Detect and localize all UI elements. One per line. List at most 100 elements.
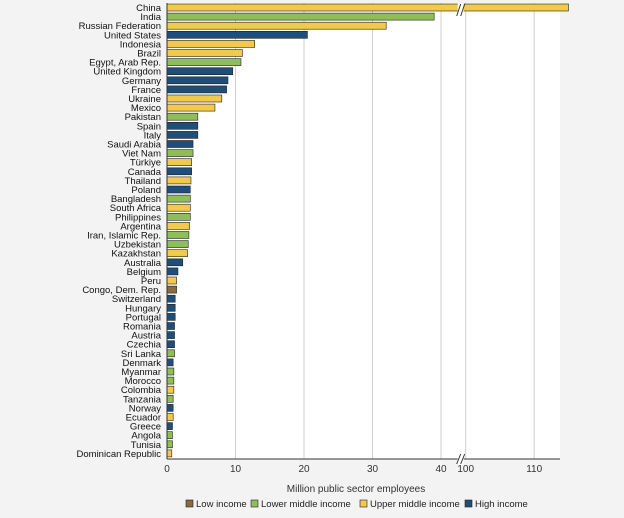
category-label: South Africa	[110, 203, 162, 214]
bar	[166, 331, 175, 339]
category-label: Morocco	[125, 376, 161, 387]
bar	[166, 140, 194, 148]
bar	[166, 213, 191, 221]
bar	[166, 376, 175, 385]
category-label: Sri Lanka	[121, 349, 162, 360]
bar	[166, 158, 192, 166]
x-tick-label: 110	[526, 464, 542, 475]
legend-label: High income	[475, 499, 528, 510]
bar	[166, 40, 255, 48]
x-tick-label: 0	[164, 464, 170, 475]
category-label: Argentina	[120, 221, 161, 232]
bar	[166, 422, 173, 430]
category-label: Russian Federation	[79, 21, 161, 32]
x-axis: 0 10 20 30 40 100 110	[164, 3, 560, 475]
category-label: Angola	[131, 431, 161, 442]
bar	[166, 85, 227, 94]
legend: Low income Lower middle income Upper middl…	[185, 499, 528, 510]
legend-swatch	[250, 499, 259, 508]
legend-item: High income	[464, 499, 528, 510]
bar	[166, 67, 234, 75]
category-label: Dominican Republic	[77, 449, 162, 460]
bar	[166, 3, 569, 12]
x-axis-title: Million public sector employees	[287, 484, 425, 495]
bar	[166, 76, 229, 85]
legend-label: Lower middle income	[261, 499, 351, 510]
bar	[166, 322, 175, 330]
category-label: Switzerland	[112, 294, 161, 305]
bar	[166, 276, 177, 285]
bars	[166, 3, 569, 458]
category-label: Kazakhstan	[111, 249, 161, 260]
x-tick-label: 10	[230, 464, 242, 475]
category-label: France	[131, 85, 161, 96]
legend-label: Low income	[196, 499, 247, 510]
category-label: Poland	[131, 185, 161, 196]
category-label: Türkiye	[130, 158, 161, 169]
bar	[166, 313, 176, 321]
bar	[166, 131, 199, 139]
bar	[166, 267, 179, 276]
category-label: Denmark	[122, 358, 161, 369]
category-label: Congo, Dem. Rep.	[82, 285, 161, 296]
bar	[166, 404, 174, 412]
bar	[166, 367, 175, 376]
bar	[166, 249, 188, 257]
bar	[166, 122, 199, 130]
category-label: Hungary	[125, 303, 161, 314]
category-label: Czechia	[127, 340, 162, 351]
x-tick-label: 100	[457, 464, 474, 475]
category-label: Indonesia	[120, 39, 162, 50]
category-label: Brazil	[137, 49, 161, 60]
category-label: Iran, Islamic Rep.	[87, 231, 161, 242]
category-label: United States	[104, 30, 161, 41]
bar	[166, 394, 174, 403]
bar	[166, 349, 175, 358]
bar	[166, 21, 387, 30]
category-label: Viet Nam	[122, 149, 161, 160]
bar	[166, 285, 177, 294]
bar	[166, 176, 192, 185]
category-label: Peru	[141, 276, 161, 287]
bar	[166, 294, 176, 303]
category-label: Mexico	[131, 103, 161, 114]
bar	[166, 94, 223, 103]
legend-item: Upper middle income	[359, 499, 460, 510]
plot-area	[167, 3, 560, 459]
category-label: Bangladesh	[111, 194, 161, 205]
category-label: Philippines	[115, 212, 161, 223]
category-label: India	[140, 12, 161, 23]
category-label: Ukraine	[128, 94, 161, 105]
category-label: Ecuador	[126, 413, 161, 424]
x-tick-label: 20	[298, 464, 310, 475]
category-label: Thailand	[125, 176, 161, 187]
bar	[166, 240, 189, 248]
x-tick-label: 30	[367, 464, 379, 475]
bar	[166, 58, 242, 66]
category-label: United Kingdom	[93, 67, 161, 78]
bar	[166, 340, 175, 349]
legend-swatch	[464, 499, 473, 508]
bar	[166, 203, 191, 212]
category-label: Italy	[144, 130, 162, 141]
category-label: Uzbekistan	[114, 240, 161, 251]
legend-swatch	[185, 499, 194, 508]
x-tick-label: 40	[435, 464, 447, 475]
legend-item: Low income	[185, 499, 247, 510]
category-label: Austria	[131, 331, 161, 342]
bar	[166, 431, 173, 440]
bar	[166, 413, 174, 421]
bar	[166, 231, 190, 239]
category-label: Canada	[128, 167, 162, 178]
category-label: Saudi Arabia	[107, 140, 162, 151]
category-label: China	[136, 3, 162, 14]
category-label: Colombia	[121, 385, 162, 396]
bar	[166, 185, 191, 194]
category-label: Egypt, Arab Rep.	[89, 58, 161, 69]
legend-swatch	[359, 499, 368, 508]
bar	[166, 385, 175, 394]
bar	[166, 103, 216, 112]
